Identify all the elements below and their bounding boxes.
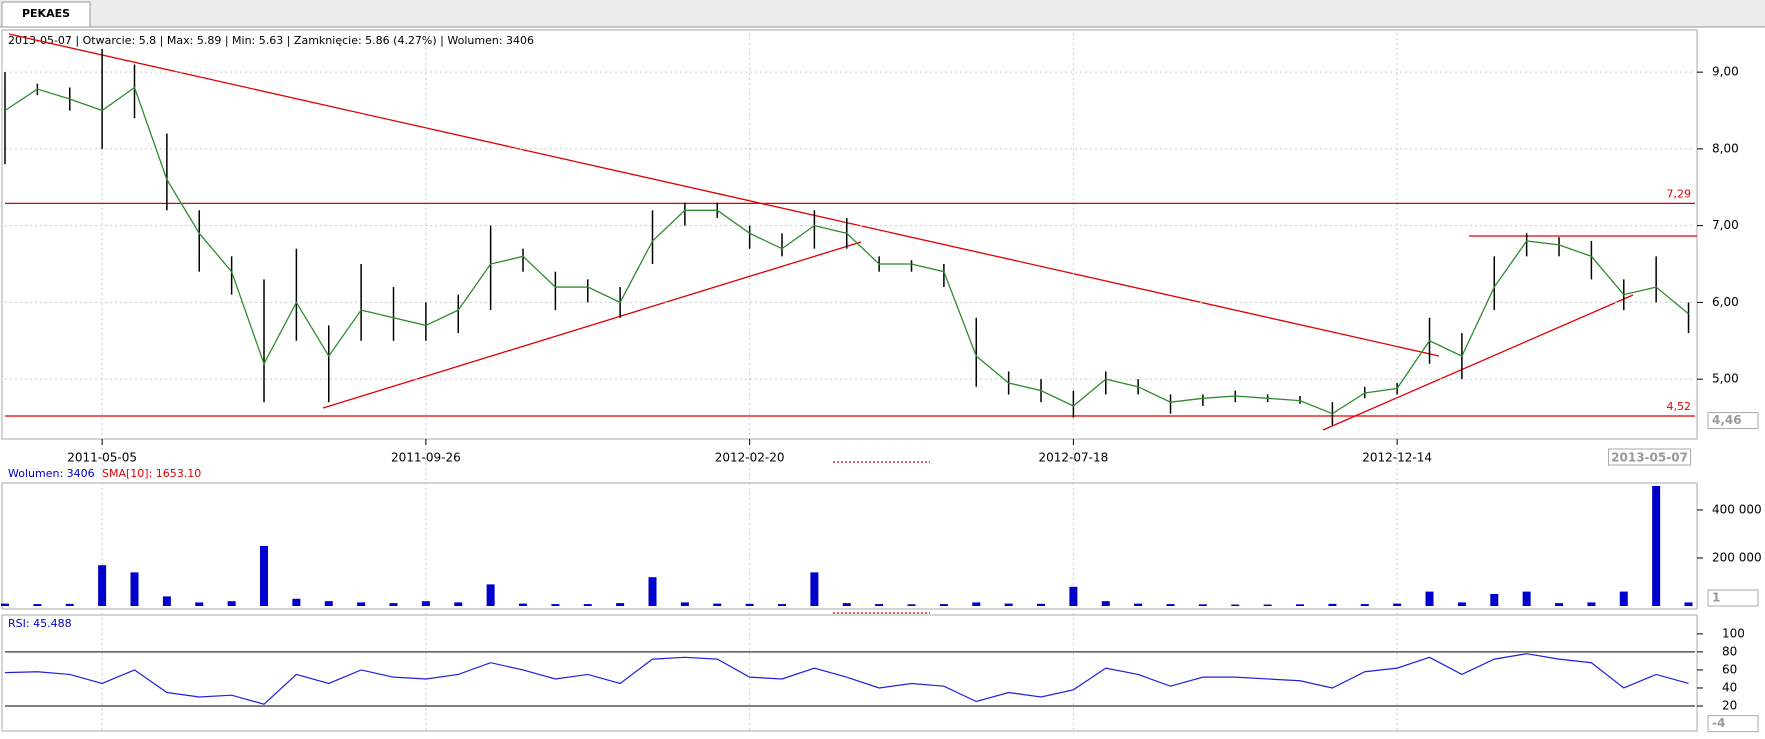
price-panel xyxy=(1,29,1698,440)
volume-bar xyxy=(1166,604,1175,606)
volume-bar xyxy=(33,604,42,606)
level-label: 7,29 xyxy=(1667,187,1692,200)
trendline xyxy=(322,241,862,409)
axis-box-label: -4 xyxy=(1712,716,1725,730)
volume-bar xyxy=(1296,604,1305,606)
trendline xyxy=(8,33,1440,357)
tab[interactable] xyxy=(1,1,91,28)
price-header: 2013-05-07 | Otwarcie: 5.8 | Max: 5.89 |… xyxy=(8,34,534,47)
volume-bar xyxy=(130,572,139,606)
volume-bar xyxy=(842,603,851,606)
volume-bar xyxy=(1,603,9,606)
volume-panel xyxy=(1,482,1698,610)
volume-bar xyxy=(1231,604,1240,606)
volume-bar xyxy=(745,603,754,606)
volume-bar xyxy=(195,602,204,606)
volume-bar xyxy=(162,596,171,606)
trendlines xyxy=(8,33,1697,614)
volume-bar xyxy=(713,603,722,606)
volume-bar xyxy=(227,601,236,606)
y-tick-label: 200 000 xyxy=(1712,550,1762,564)
volume-bar xyxy=(98,565,107,606)
volume-bar xyxy=(1360,604,1369,606)
volume-bar xyxy=(778,604,787,606)
volume-bar xyxy=(1684,602,1693,606)
volume-bar xyxy=(1490,593,1499,606)
y-tick-label: 400 000 xyxy=(1712,502,1762,516)
volume-bar xyxy=(1457,602,1466,606)
rsi-header: RSI: 45.488 xyxy=(8,617,72,630)
axis-box-label: 4,46 xyxy=(1712,413,1742,427)
axis-box xyxy=(1707,412,1759,430)
date-box xyxy=(1608,448,1692,466)
volume-bar xyxy=(1652,485,1661,606)
volume-bar xyxy=(1198,604,1207,606)
volume-bar xyxy=(357,602,366,606)
volume-bar xyxy=(260,545,269,606)
y-tick-label: 5,00 xyxy=(1712,372,1739,386)
volume-bar xyxy=(972,602,981,606)
x-tick-label: 2012-12-14 xyxy=(1362,451,1432,465)
volume-bar xyxy=(1393,603,1402,606)
y-tick-label: 7,00 xyxy=(1712,218,1739,232)
x-tick-label: 2011-05-05 xyxy=(67,451,137,465)
volume-bar xyxy=(648,577,657,606)
volume-bar xyxy=(1555,603,1564,606)
volume-bar xyxy=(1037,603,1046,606)
volume-sma-header: SMA[10]: 1653.10 xyxy=(102,467,201,480)
axis-box xyxy=(1707,715,1759,733)
volume-bar xyxy=(389,603,398,606)
rsi-line xyxy=(4,653,1689,705)
volume-bar xyxy=(421,601,430,606)
volume-bar xyxy=(519,603,528,606)
volume-bar xyxy=(1587,602,1596,606)
volume-bar xyxy=(1069,586,1078,606)
volume-bar xyxy=(324,601,333,606)
axis-box-label: 1 xyxy=(1712,590,1720,604)
volume-bar xyxy=(1004,603,1013,606)
volume-bar xyxy=(1328,603,1337,606)
y-tick-label: 20 xyxy=(1722,699,1737,713)
tab-label[interactable]: PEKAES xyxy=(22,7,70,20)
volume-bar xyxy=(680,602,689,606)
sma-line xyxy=(4,86,1689,415)
y-tick-label: 100 xyxy=(1722,626,1745,640)
x-tick-label: 2011-09-26 xyxy=(391,451,461,465)
rsi-panel xyxy=(1,614,1698,732)
x-tick-label: 2012-07-18 xyxy=(1039,451,1109,465)
x-tick-label: 2012-02-20 xyxy=(715,451,785,465)
axis-box xyxy=(1707,589,1759,607)
tab-bar xyxy=(0,0,1765,27)
y-tick-label: 80 xyxy=(1722,644,1737,658)
volume-bar xyxy=(1425,591,1434,606)
volume-bar xyxy=(551,604,560,606)
volume-bar xyxy=(65,603,74,606)
volume-bar xyxy=(1101,601,1110,606)
level-label: 4,52 xyxy=(1667,400,1692,413)
volume-bar xyxy=(1263,604,1272,606)
volume-bar xyxy=(907,604,916,606)
volume-bar xyxy=(1619,591,1628,606)
volume-bar xyxy=(616,603,625,606)
volume-bar xyxy=(292,598,301,606)
y-tick-label: 60 xyxy=(1722,662,1737,676)
volume-bar xyxy=(810,572,819,606)
y-tick-label: 9,00 xyxy=(1712,65,1739,79)
volume-bar xyxy=(875,604,884,606)
volume-bar xyxy=(583,604,592,606)
y-tick-label: 8,00 xyxy=(1712,141,1739,155)
volume-bar xyxy=(1522,591,1531,606)
volume-header: Wolumen: 3406 xyxy=(8,467,95,480)
volume-bar xyxy=(939,604,948,606)
volume-bar xyxy=(454,602,463,606)
x-tick-label: 2013-05-07 xyxy=(1611,451,1688,465)
trendline xyxy=(1322,294,1634,431)
volume-bar xyxy=(486,584,495,606)
volume-bar xyxy=(1134,603,1143,606)
y-tick-label: 6,00 xyxy=(1712,295,1739,309)
y-tick-label: 40 xyxy=(1722,680,1737,694)
